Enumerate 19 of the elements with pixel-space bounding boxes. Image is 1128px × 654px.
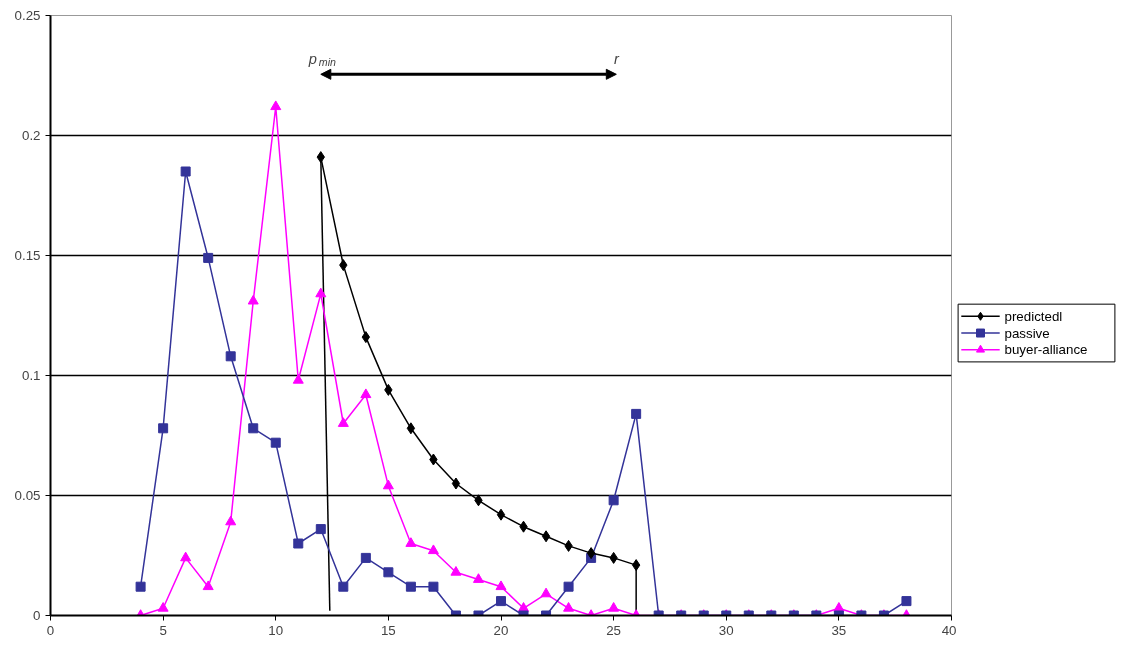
y-tick-label: 0.2 (21, 128, 41, 143)
x-tick-label: 25 (606, 622, 622, 638)
x-tick-label: 40 (941, 622, 957, 638)
y-tick-label: 0.25 (14, 8, 41, 23)
y-tick-label: 0.05 (14, 488, 41, 503)
y-tick-label: 0.1 (21, 368, 41, 383)
legend-label: passive (1004, 325, 1050, 341)
y-tick-label: 0.15 (14, 248, 41, 263)
x-tick-label: 0 (46, 622, 55, 638)
x-tick-label: 35 (831, 622, 847, 638)
y-tick-label: 0 (33, 608, 41, 623)
annotation: r (613, 51, 620, 68)
x-tick-label: 20 (493, 622, 509, 638)
x-tick-label: 30 (718, 622, 734, 638)
legend-label: buyer-alliance (1004, 342, 1088, 358)
legend-label: predictedl (1004, 308, 1063, 324)
x-tick-label: 15 (380, 622, 396, 638)
x-tick-label: 10 (268, 622, 284, 638)
x-tick-label: 5 (159, 622, 167, 638)
